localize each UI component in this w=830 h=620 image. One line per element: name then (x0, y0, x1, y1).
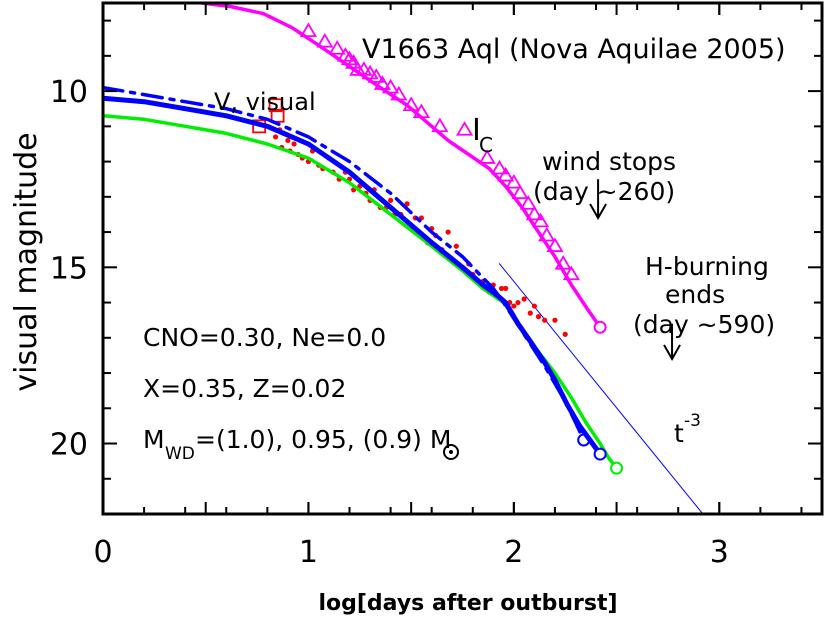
wind-stops-day-label: (day ~260) (533, 177, 675, 206)
wind-stops-arrow-head (589, 203, 607, 220)
y-tick-label: 20 (50, 428, 88, 463)
data-point-triangle-i-c (546, 237, 564, 252)
y-axis-label: visual magnitude (9, 132, 44, 391)
data-point-triangle-i-c (373, 75, 391, 90)
data-point-square-v-early (270, 108, 285, 123)
y-tick-label: 15 (50, 251, 88, 286)
mwd-label-m: M (143, 425, 165, 454)
data-point-triangle-i-c (328, 40, 346, 55)
data-point-triangle-i-c (361, 64, 379, 80)
t-power-exponent: -3 (684, 411, 701, 431)
x-tick-label: 0 (93, 535, 112, 570)
y-tick-label: 10 (50, 75, 88, 110)
data-point-triangle-i-c (554, 255, 572, 270)
data-point-v-visual (285, 137, 291, 144)
h-burning-ends-arrow-head (663, 344, 681, 361)
h-burning-ends-label: ends (665, 280, 725, 309)
data-point-triangle-i-c (402, 96, 420, 111)
data-point-v-visual (511, 303, 517, 309)
data-point-triangle-i-c (367, 68, 385, 83)
data-point-triangle-i-c (519, 195, 537, 210)
v-visual-label: V, visual (214, 88, 316, 116)
series-end-marker-m-wd-0-9 (610, 461, 624, 475)
ticks-layer: 0 1 2 3 10 15 20 (50, 3, 822, 570)
h-burning-label: H-burning (645, 252, 769, 281)
plot-area (103, 3, 704, 514)
data-point-triangle-i-c (355, 61, 373, 76)
data-point-v-visual (291, 141, 297, 147)
data-point-triangle-i-c (525, 205, 543, 221)
wind-stops-label: wind stops (542, 147, 676, 176)
series-layer (103, 3, 704, 514)
series-line-i-c-model (199, 3, 602, 329)
data-point-v-visual (552, 317, 558, 323)
series-line-m-wd-0-95 (103, 95, 603, 457)
ic-label-sub: C (479, 133, 493, 157)
data-point-triangle-i-c (478, 149, 496, 164)
data-point-triangle-i-c (455, 121, 474, 136)
series-end-marker-i-c-model (593, 320, 607, 334)
t-power-label: t (674, 419, 684, 448)
data-point-v-visual (404, 201, 410, 207)
data-point-v-visual (515, 299, 521, 306)
data-point-triangle-i-c (562, 265, 580, 281)
data-point-triangle-i-c (497, 166, 515, 182)
series-line-m-wd-0-9 (103, 114, 619, 470)
data-point-triangle-i-c (382, 78, 400, 94)
mwd-label-rest: =(1.0), 0.95, (0.9) M (195, 425, 451, 454)
data-point-square-v-early (268, 98, 283, 113)
ic-label-main: I (472, 113, 481, 148)
sun-symbol-icon (443, 444, 459, 460)
data-point-triangle-i-c (299, 22, 318, 37)
annotation-layer: V1663 Aql (Nova Aquilae 2005) V, visual … (143, 34, 786, 464)
data-point-triangle-i-c (531, 212, 550, 228)
data-point-triangle-i-c (390, 85, 408, 101)
chart-title: V1663 Aql (Nova Aquilae 2005) (362, 34, 786, 65)
data-point-v-visual (527, 310, 533, 316)
data-point-triangle-i-c (345, 54, 363, 69)
data-point-v-visual (453, 243, 459, 249)
x-tick-label: 2 (504, 535, 523, 570)
x-tick-label: 1 (299, 535, 318, 570)
x-axis-label: log[days after outburst] (318, 591, 617, 616)
data-point-v-visual (562, 331, 568, 337)
data-point-v-visual (535, 314, 542, 320)
data-point-triangle-i-c (505, 173, 523, 189)
plot-frame (101, 1, 824, 516)
data-point-v-visual (531, 303, 538, 309)
h-burning-day-label: (day ~590) (633, 310, 775, 339)
data-point-triangle-i-c (538, 226, 556, 242)
data-point-v-visual (498, 285, 505, 292)
data-point-triangle-i-c (431, 117, 449, 133)
data-point-triangle-i-c (316, 32, 334, 48)
data-point-v-visual (503, 285, 509, 292)
data-point-triangle-i-c (490, 159, 509, 175)
data-point-v-visual (542, 317, 548, 323)
data-point-v-visual (521, 296, 527, 302)
series-end-marker-m-wd-0-95 (593, 447, 607, 461)
cno-label: CNO=0.30, Ne=0.0 (143, 323, 386, 352)
data-point-triangle-i-c (511, 184, 529, 200)
data-point-triangle-i-c (412, 103, 430, 119)
x-tick-label: 3 (710, 535, 729, 570)
data-point-v-visual (388, 197, 394, 203)
composition-label: X=0.35, Z=0.02 (143, 374, 346, 403)
mwd-label-sub: WD (165, 444, 195, 464)
data-point-v-visual (445, 229, 451, 235)
data-point-v-visual (272, 134, 279, 140)
